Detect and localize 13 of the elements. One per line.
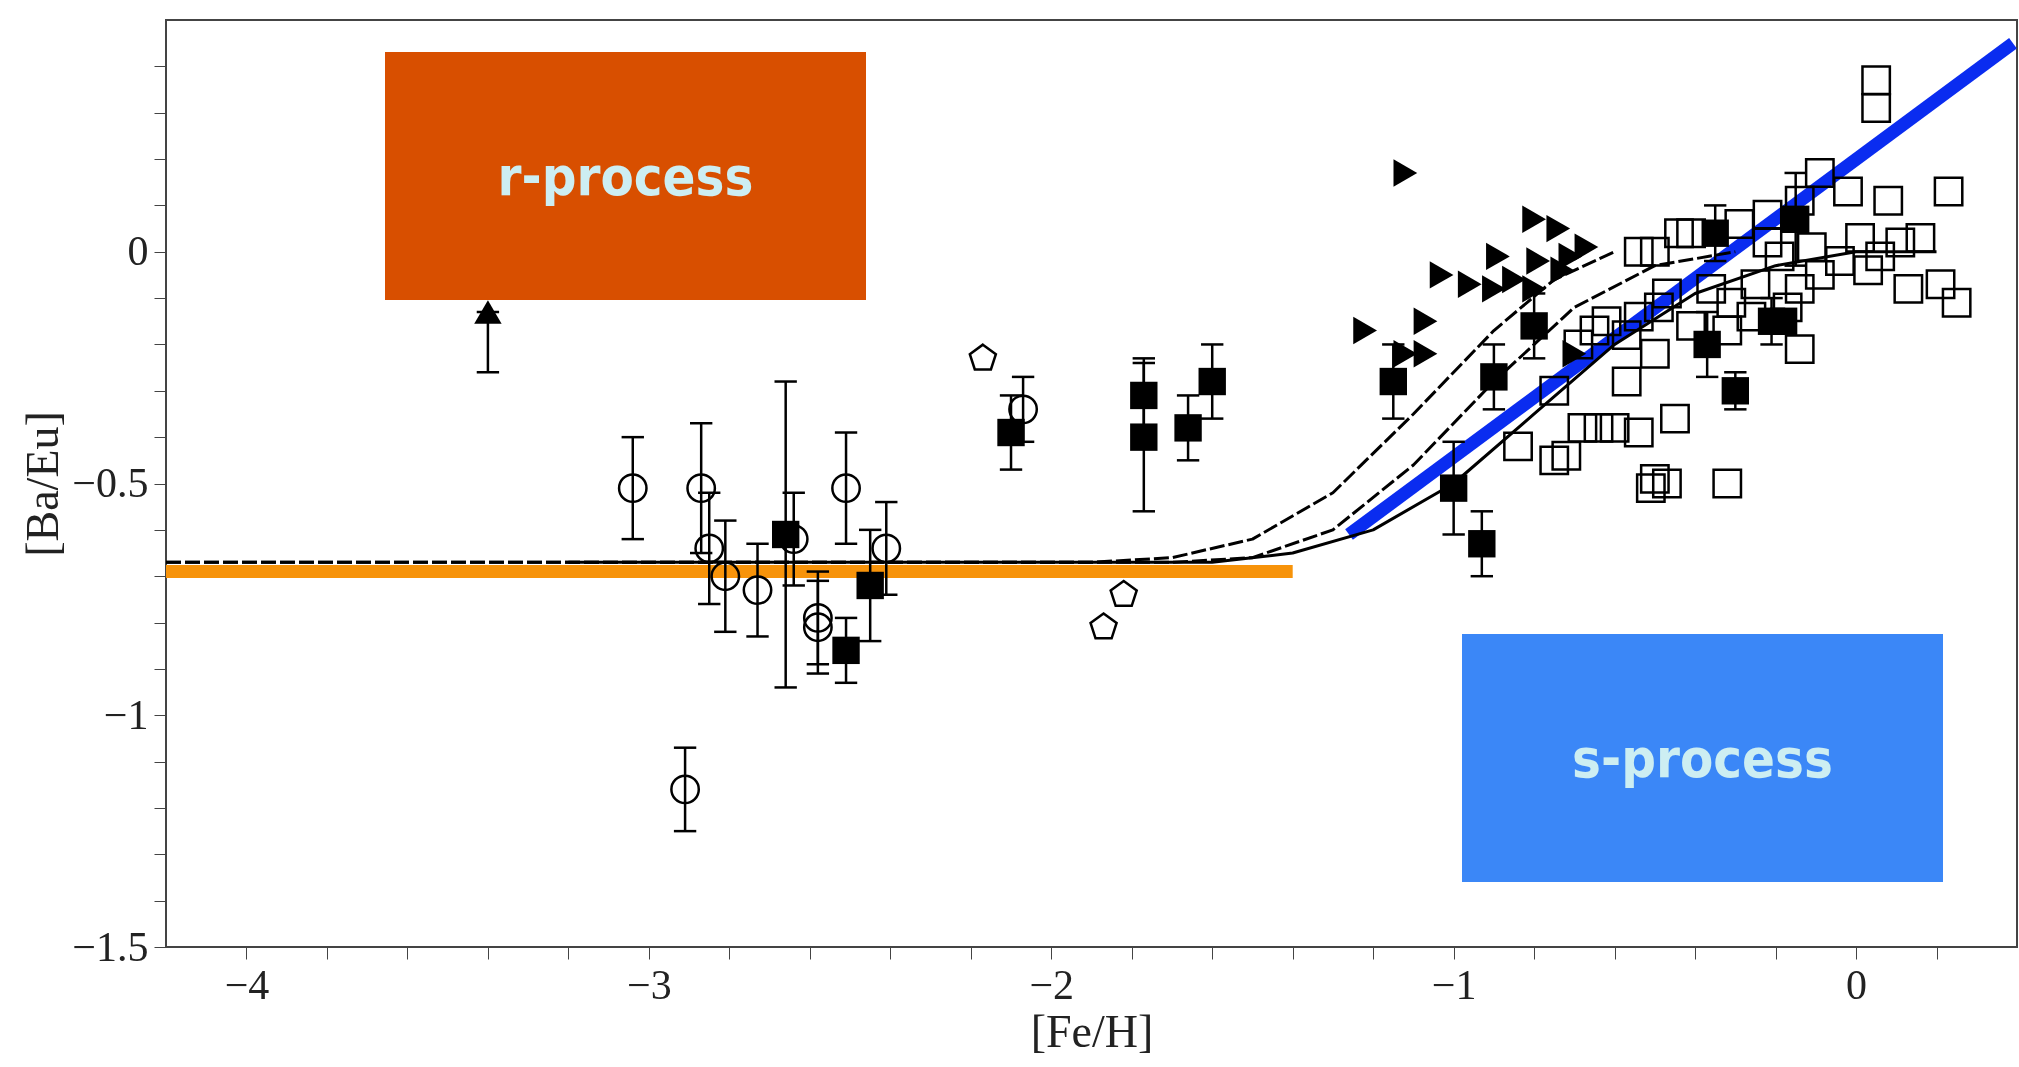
x-tick-label: −3 [627,961,672,1008]
x-tick-label: −4 [224,961,270,1008]
x-tick-label: −1 [1431,961,1477,1008]
y-tick-label: 0 [127,228,149,275]
y-axis-title: [Ba/Eu] [17,411,69,557]
y-tick-label: −1.5 [72,923,149,970]
x-axis-title: [Fe/H] [1030,1005,1154,1057]
y-tick-label: −0.5 [72,460,149,506]
label-box: s-process [1462,634,1943,882]
y-tick-label: −1 [103,691,149,738]
x-tick-label: 0 [1846,961,1868,1008]
x-tick-label: −2 [1029,961,1075,1008]
label-box: r-process [385,52,866,300]
